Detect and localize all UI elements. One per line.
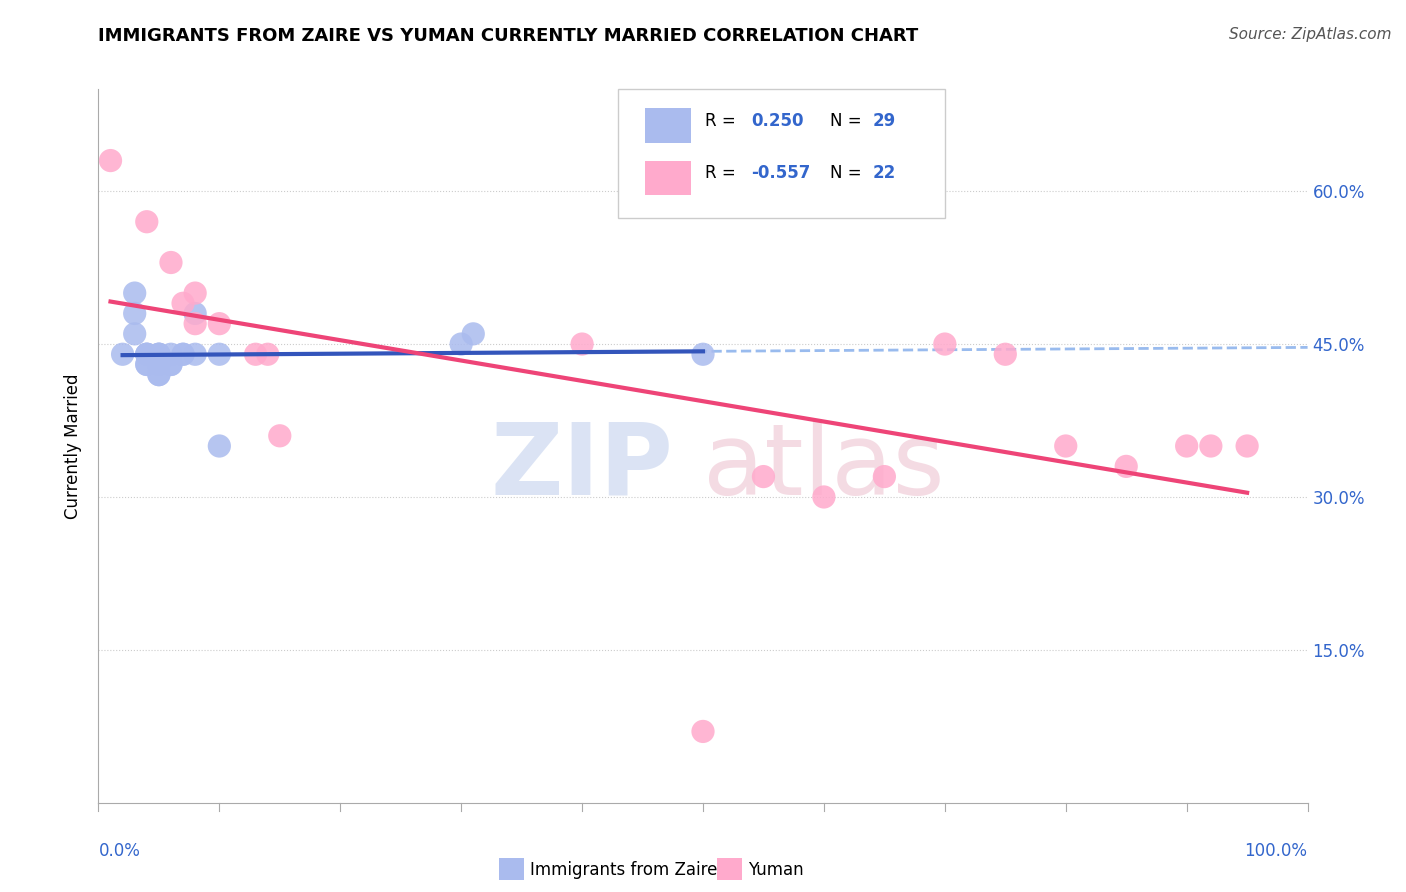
Point bbox=[148, 368, 170, 382]
Text: -0.557: -0.557 bbox=[751, 164, 811, 182]
Text: ZIP: ZIP bbox=[491, 419, 673, 516]
Point bbox=[148, 358, 170, 372]
Point bbox=[208, 439, 231, 453]
Point bbox=[135, 347, 157, 361]
Text: atlas: atlas bbox=[703, 419, 945, 516]
Point bbox=[124, 306, 146, 320]
Point bbox=[148, 347, 170, 361]
Point bbox=[148, 368, 170, 382]
Point bbox=[124, 326, 146, 341]
Point bbox=[184, 317, 207, 331]
Point bbox=[208, 347, 231, 361]
FancyBboxPatch shape bbox=[619, 89, 945, 218]
Point bbox=[184, 347, 207, 361]
Point bbox=[184, 286, 207, 301]
Point bbox=[100, 153, 122, 168]
Point bbox=[873, 469, 896, 483]
Point bbox=[692, 347, 714, 361]
Text: 0.250: 0.250 bbox=[751, 112, 804, 130]
Point bbox=[160, 358, 183, 372]
Point bbox=[752, 469, 775, 483]
Point bbox=[692, 724, 714, 739]
Text: IMMIGRANTS FROM ZAIRE VS YUMAN CURRENTLY MARRIED CORRELATION CHART: IMMIGRANTS FROM ZAIRE VS YUMAN CURRENTLY… bbox=[98, 27, 918, 45]
Text: Immigrants from Zaire: Immigrants from Zaire bbox=[530, 861, 717, 879]
Point bbox=[1115, 459, 1137, 474]
Point bbox=[172, 347, 194, 361]
Text: Yuman: Yuman bbox=[748, 861, 804, 879]
Point bbox=[172, 347, 194, 361]
Text: R =: R = bbox=[706, 164, 741, 182]
Text: 100.0%: 100.0% bbox=[1244, 842, 1308, 860]
FancyBboxPatch shape bbox=[645, 109, 690, 143]
Text: Source: ZipAtlas.com: Source: ZipAtlas.com bbox=[1229, 27, 1392, 42]
Point bbox=[463, 326, 485, 341]
Point bbox=[1236, 439, 1258, 453]
Text: 22: 22 bbox=[872, 164, 896, 182]
Point bbox=[450, 337, 472, 351]
Point bbox=[135, 347, 157, 361]
Text: N =: N = bbox=[830, 164, 868, 182]
Point bbox=[208, 317, 231, 331]
Point bbox=[135, 347, 157, 361]
Point bbox=[135, 215, 157, 229]
Point bbox=[1054, 439, 1077, 453]
Point bbox=[813, 490, 835, 504]
Point bbox=[124, 286, 146, 301]
Text: 29: 29 bbox=[872, 112, 896, 130]
Point bbox=[160, 347, 183, 361]
Point bbox=[135, 358, 157, 372]
Point bbox=[111, 347, 134, 361]
Point bbox=[1175, 439, 1198, 453]
Y-axis label: Currently Married: Currently Married bbox=[65, 373, 83, 519]
Point bbox=[994, 347, 1017, 361]
Point bbox=[934, 337, 956, 351]
Point bbox=[256, 347, 278, 361]
Point bbox=[245, 347, 267, 361]
Point bbox=[269, 429, 291, 443]
Point bbox=[148, 358, 170, 372]
Point bbox=[1199, 439, 1222, 453]
Point bbox=[184, 306, 207, 320]
Point bbox=[571, 337, 593, 351]
Text: R =: R = bbox=[706, 112, 741, 130]
Point bbox=[160, 255, 183, 269]
Point bbox=[135, 358, 157, 372]
Point bbox=[160, 358, 183, 372]
FancyBboxPatch shape bbox=[645, 161, 690, 194]
Point bbox=[148, 347, 170, 361]
Text: N =: N = bbox=[830, 112, 868, 130]
Text: 0.0%: 0.0% bbox=[98, 842, 141, 860]
Point bbox=[172, 296, 194, 310]
Point bbox=[148, 347, 170, 361]
Point bbox=[148, 358, 170, 372]
